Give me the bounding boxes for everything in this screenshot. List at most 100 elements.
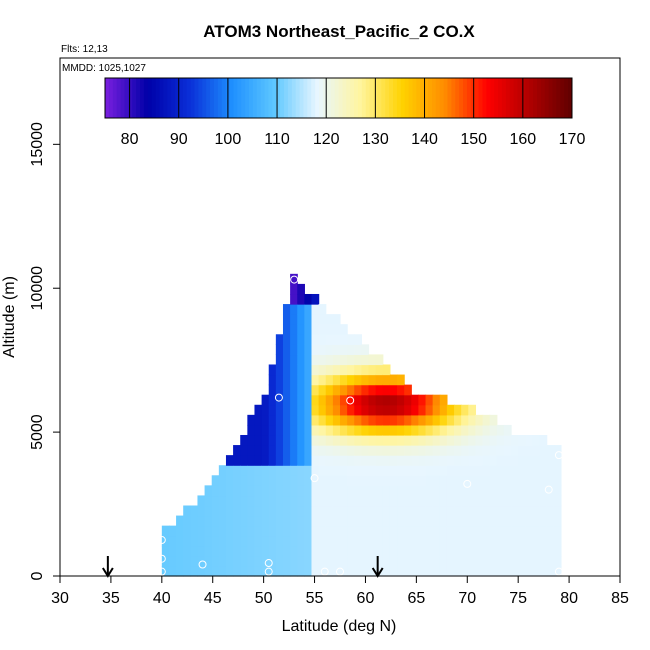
- heatmap-cell: [318, 384, 327, 396]
- heatmap-cell: [211, 525, 220, 537]
- heatmap-cell: [368, 414, 377, 426]
- heatmap-cell: [404, 465, 412, 476]
- heatmap-cell: [290, 495, 298, 507]
- heatmap-cell: [539, 555, 548, 567]
- colorbar-segment: [291, 78, 297, 118]
- heatmap-cell: [347, 465, 355, 476]
- heatmap-cell: [268, 475, 277, 486]
- heatmap-cell: [361, 525, 370, 537]
- heatmap-cell: [247, 424, 256, 436]
- heatmap-cell: [233, 525, 241, 537]
- colorbar-segment: [128, 78, 133, 118]
- heatmap-cell: [304, 374, 313, 386]
- heatmap-cell: [297, 354, 305, 366]
- heatmap-cell: [503, 495, 512, 507]
- heatmap-cell: [311, 324, 320, 335]
- heatmap-cell: [397, 404, 405, 416]
- heatmap-cell: [297, 324, 305, 335]
- heatmap-cell: [404, 535, 412, 547]
- heatmap-cell: [254, 475, 263, 486]
- heatmap-cell: [389, 424, 398, 436]
- heatmap-cell: [397, 414, 405, 426]
- heatmap-cell: [318, 495, 327, 507]
- heatmap-cell: [432, 465, 441, 476]
- heatmap-cell: [368, 374, 377, 386]
- heatmap-cell: [404, 495, 412, 507]
- colorbar-segment: [548, 78, 554, 118]
- heatmap-cell: [511, 434, 519, 446]
- heatmap-cell: [247, 445, 256, 456]
- heatmap-cell: [332, 455, 341, 466]
- heatmap-cell: [211, 545, 220, 557]
- heatmap-cell: [432, 394, 441, 406]
- heatmap-cell: [411, 424, 419, 436]
- heatmap-cell: [311, 535, 320, 547]
- heatmap-cell: [247, 414, 256, 426]
- heatmap-cell: [546, 505, 555, 517]
- heatmap-cell: [539, 434, 548, 446]
- heatmap-cell: [354, 545, 362, 557]
- heatmap-cell: [418, 485, 427, 497]
- heatmap-cell: [218, 555, 227, 567]
- heatmap-cell: [525, 535, 534, 547]
- heatmap-cell: [397, 455, 405, 466]
- heatmap-cell: [325, 324, 334, 335]
- heatmap-cell: [397, 394, 405, 406]
- heatmap-cell: [475, 485, 484, 497]
- colorbar-segment: [533, 78, 538, 118]
- heatmap-cell: [297, 293, 305, 305]
- heatmap-cell: [553, 515, 562, 527]
- heatmap-cell: [297, 414, 305, 426]
- heatmap-cell: [518, 545, 526, 557]
- heatmap-cell: [347, 565, 355, 577]
- colorbar-segment: [241, 78, 246, 118]
- heatmap-cell: [368, 555, 377, 567]
- colorbar-segment: [420, 78, 425, 118]
- colorbar-segment: [428, 78, 433, 118]
- heatmap-cell: [425, 555, 434, 567]
- heatmap-cell: [418, 414, 427, 426]
- heatmap-cell: [397, 535, 405, 547]
- heatmap-cell: [389, 465, 398, 476]
- heatmap-cell: [204, 545, 213, 557]
- heatmap-cell: [183, 505, 191, 517]
- heatmap-cell: [290, 455, 298, 466]
- colorbar-segment: [276, 78, 281, 118]
- heatmap-cell: [347, 434, 355, 446]
- heatmap-cell: [446, 445, 455, 456]
- heatmap-cell: [347, 364, 355, 376]
- heatmap-cell: [389, 374, 398, 386]
- heatmap-cell: [233, 465, 241, 476]
- heatmap-cell: [361, 374, 370, 386]
- heatmap-cell: [432, 404, 441, 416]
- colorbar-segment: [248, 78, 254, 118]
- heatmap-cell: [468, 404, 477, 416]
- heatmap-cell: [553, 545, 562, 557]
- colorbar-tick-label: 100: [215, 131, 242, 148]
- heatmap-cell: [382, 465, 391, 476]
- heatmap-cell: [482, 545, 491, 557]
- heatmap-cell: [304, 495, 313, 507]
- heatmap-cell: [354, 354, 362, 366]
- heatmap-cell: [525, 555, 534, 567]
- heatmap-cell: [454, 455, 462, 466]
- colorbar-segment: [354, 78, 359, 118]
- heatmap-cell: [318, 364, 327, 376]
- heatmap-cell: [468, 414, 477, 426]
- heatmap-cell: [304, 505, 313, 517]
- heatmap-cell: [368, 364, 377, 376]
- heatmap-cell: [518, 525, 526, 537]
- heatmap-cell: [197, 535, 206, 547]
- heatmap-cell: [361, 495, 370, 507]
- heatmap-cell: [354, 344, 362, 356]
- heatmap-cell: [482, 424, 491, 436]
- heatmap-cell: [304, 445, 313, 456]
- heatmap-cell: [411, 475, 419, 486]
- heatmap-cell: [297, 384, 305, 396]
- sample-point: [157, 536, 166, 545]
- heatmap-cell: [397, 384, 405, 396]
- heatmap-cell: [518, 465, 526, 476]
- heatmap-cell: [318, 344, 327, 356]
- heatmap-cell: [304, 304, 313, 315]
- heatmap-cell: [439, 485, 448, 497]
